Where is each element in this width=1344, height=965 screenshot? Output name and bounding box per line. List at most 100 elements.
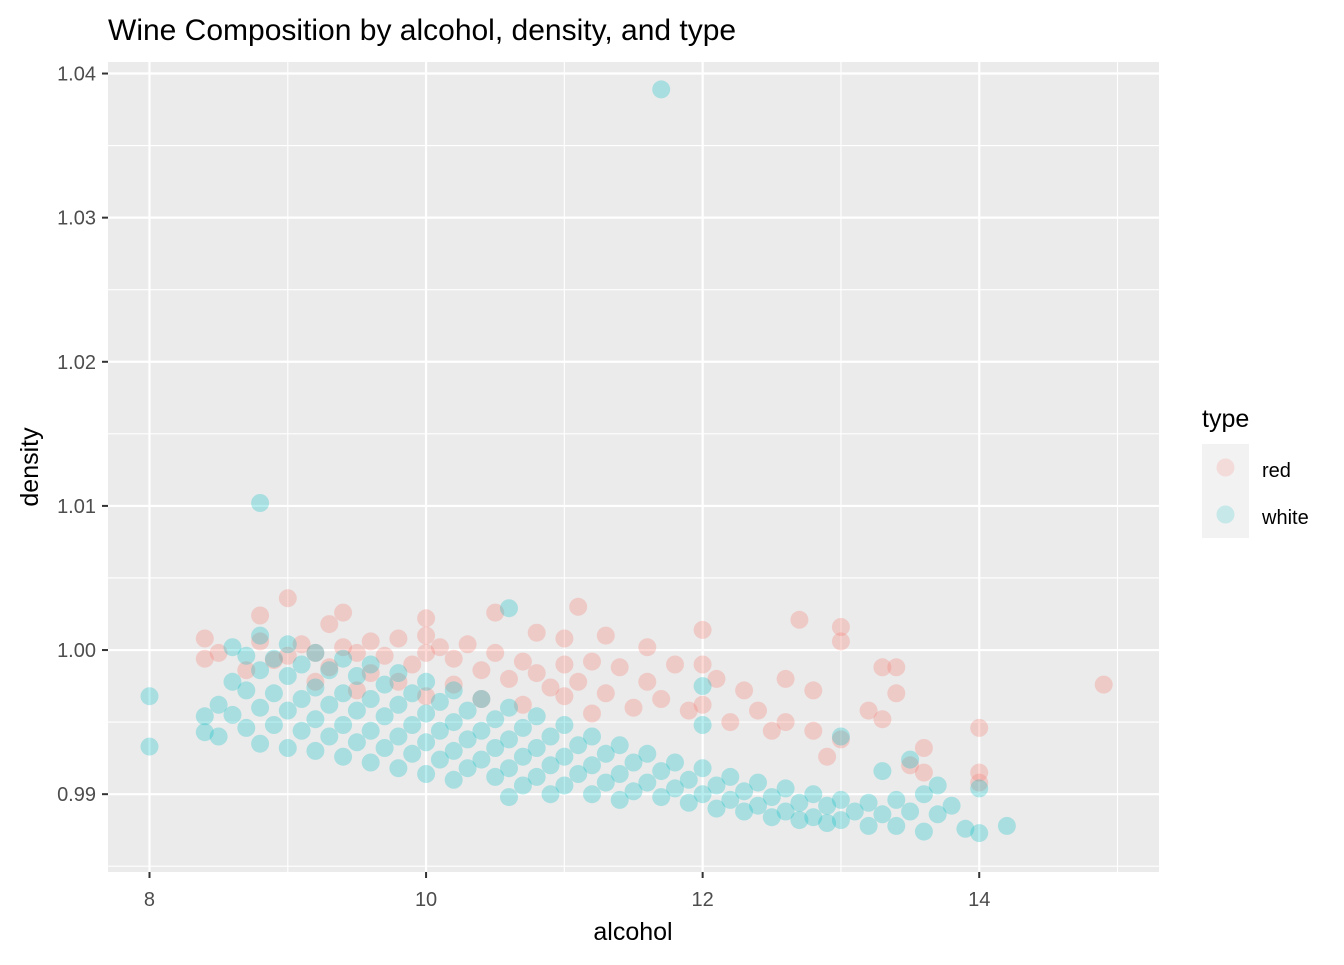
data-point-white — [195, 723, 214, 742]
data-point-white — [596, 773, 615, 792]
data-point-white — [555, 747, 574, 766]
chart-title: Wine Composition by alcohol, density, an… — [108, 14, 736, 47]
data-point-white — [679, 770, 698, 789]
data-point-white — [389, 695, 408, 714]
data-point-white — [486, 710, 505, 729]
data-point-white — [430, 750, 449, 769]
data-point-red — [555, 655, 574, 674]
data-point-red — [278, 589, 297, 608]
y-tick-label: 0.99 — [57, 784, 96, 806]
data-point-white — [251, 698, 270, 717]
data-point-red — [873, 658, 892, 677]
data-point-white — [693, 677, 712, 696]
data-point-white — [831, 727, 850, 746]
data-point-white — [970, 824, 989, 843]
data-point-red — [873, 710, 892, 729]
legend-label-white: white — [1261, 507, 1309, 529]
data-point-white — [652, 788, 671, 807]
data-point-white — [583, 727, 601, 746]
data-point-white — [527, 707, 546, 726]
data-point-white — [500, 730, 518, 749]
data-point-white — [652, 762, 671, 781]
data-point-white — [278, 635, 297, 654]
data-point-white — [928, 776, 947, 795]
data-point-red — [486, 643, 505, 662]
data-point-white — [320, 661, 339, 680]
data-point-red — [887, 684, 906, 703]
y-tick-label: 1.00 — [57, 640, 96, 662]
y-axis-label: density — [16, 427, 44, 507]
data-point-white — [569, 765, 588, 783]
data-point-white — [721, 790, 740, 809]
data-point-white — [389, 727, 408, 746]
data-point-white — [970, 779, 989, 798]
data-point-red — [417, 643, 436, 662]
data-point-white — [417, 765, 436, 783]
data-point-red — [914, 763, 933, 782]
data-point-white — [928, 805, 947, 824]
data-point-red — [361, 632, 380, 651]
data-point-red — [237, 661, 256, 680]
data-point-white — [444, 770, 463, 789]
data-point-white — [334, 649, 353, 668]
data-point-white — [818, 796, 837, 815]
data-point-white — [500, 698, 518, 717]
data-point-red — [638, 638, 657, 657]
data-point-white — [486, 739, 505, 757]
data-point-red — [555, 629, 574, 648]
data-point-white — [430, 721, 449, 740]
data-point-white — [583, 785, 601, 804]
data-point-white — [403, 684, 422, 703]
data-point-red — [693, 655, 712, 674]
data-point-white — [486, 767, 505, 786]
data-point-white — [901, 802, 920, 821]
data-point-red — [970, 773, 989, 792]
data-point-white — [541, 727, 560, 746]
data-point-red — [569, 672, 588, 691]
data-point-white — [569, 736, 588, 755]
data-point-white — [513, 718, 532, 737]
data-point-white — [251, 626, 270, 645]
data-point-red — [831, 632, 850, 651]
data-point-white — [223, 672, 242, 691]
data-point-white — [140, 687, 159, 706]
data-point-white — [417, 733, 436, 752]
data-point-red — [375, 646, 394, 665]
legend-dot-white — [1216, 505, 1235, 524]
data-point-white — [444, 713, 463, 732]
data-point-white — [956, 819, 975, 838]
data-point-white — [334, 747, 353, 766]
data-point-red — [334, 638, 353, 657]
data-point-white — [666, 753, 684, 772]
data-point-white — [306, 710, 325, 729]
data-point-white — [790, 793, 809, 812]
data-point-white — [693, 759, 712, 778]
data-point-red — [901, 756, 920, 775]
data-point-white — [873, 805, 892, 824]
data-point-white — [237, 681, 256, 700]
data-point-white — [306, 678, 325, 697]
data-point-red — [444, 649, 463, 668]
data-point-white — [472, 721, 491, 740]
data-point-red — [306, 643, 325, 662]
data-point-red — [831, 618, 850, 636]
data-point-red — [749, 701, 767, 720]
data-point-white — [527, 767, 546, 786]
data-point-white — [444, 741, 463, 760]
data-point-red — [555, 687, 574, 706]
data-point-white — [251, 661, 270, 680]
data-point-red — [583, 652, 601, 671]
data-point-white — [195, 707, 214, 726]
data-point-white — [320, 727, 339, 746]
data-point-white — [679, 793, 698, 812]
data-point-white — [804, 785, 823, 804]
data-point-white — [638, 744, 657, 763]
data-point-red — [430, 638, 449, 657]
data-point-white — [306, 741, 325, 760]
data-point-white — [610, 736, 629, 755]
data-point-red — [472, 690, 491, 708]
data-point-white — [624, 753, 643, 772]
data-point-red — [251, 606, 270, 625]
data-point-white — [721, 767, 740, 786]
